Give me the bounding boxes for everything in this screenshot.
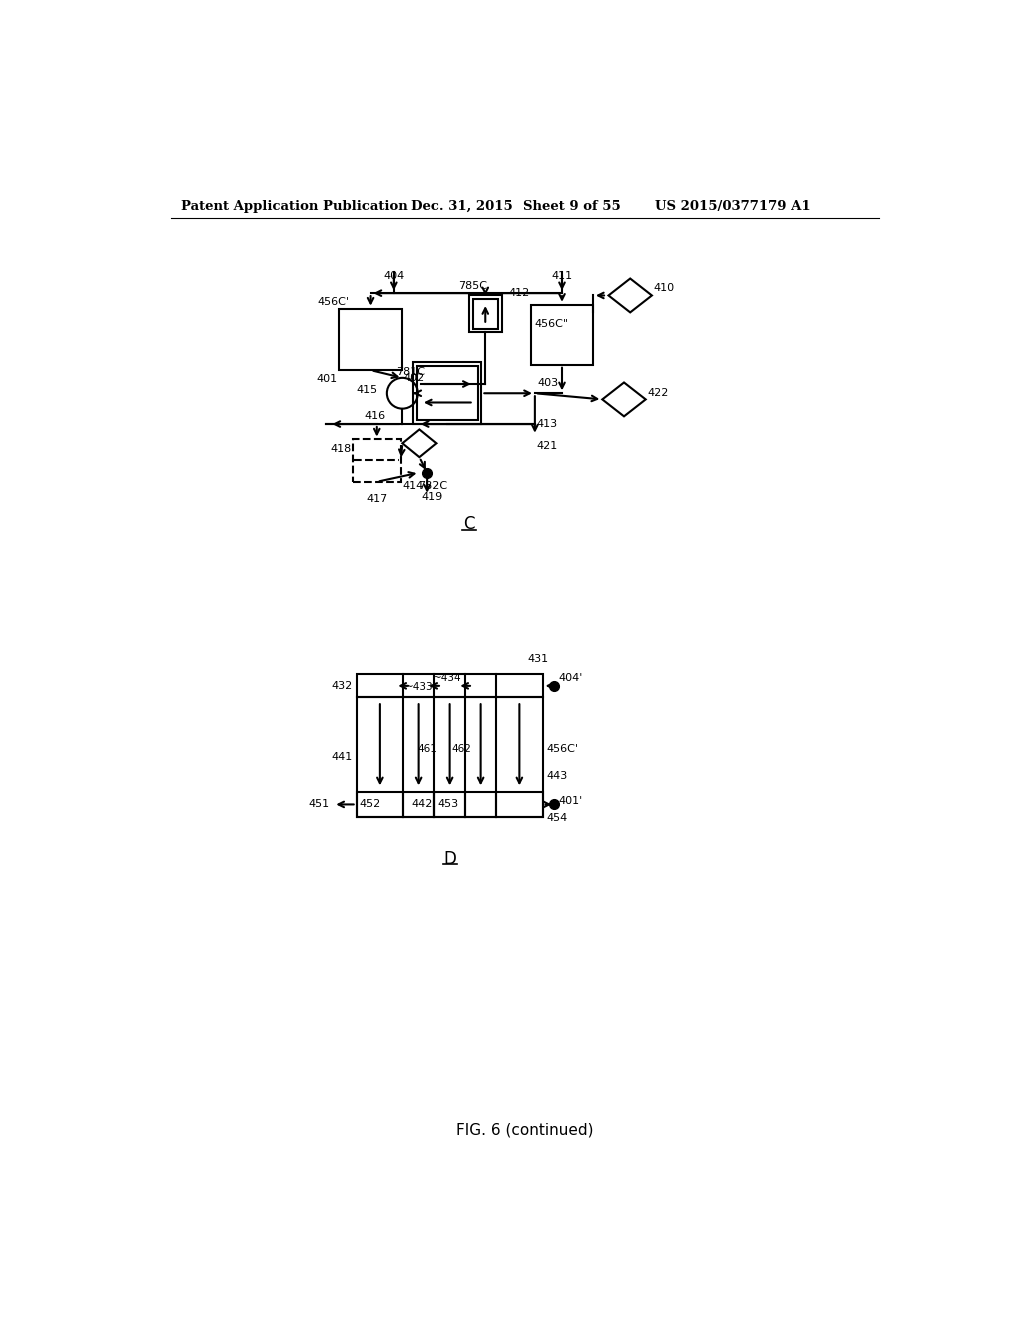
Text: 403: 403 (538, 379, 558, 388)
Bar (434, 792, 543, 817)
Text: 443: 443 (547, 771, 567, 781)
Text: ~434: ~434 (432, 673, 461, 684)
Text: 431: 431 (527, 653, 548, 664)
Text: 402: 402 (403, 372, 425, 383)
Text: 785C: 785C (458, 281, 487, 292)
Text: 404: 404 (383, 271, 404, 281)
Text: FIG. 6 (continued): FIG. 6 (continued) (456, 1122, 594, 1138)
Text: 417: 417 (367, 494, 387, 504)
Bar (356, 792, 434, 817)
Bar (417, 367, 477, 420)
Text: Dec. 31, 2015: Dec. 31, 2015 (411, 199, 513, 213)
Text: 782C: 782C (418, 482, 446, 491)
Text: 414: 414 (402, 482, 424, 491)
Bar (352, 440, 400, 482)
Text: 419: 419 (421, 492, 442, 502)
Bar (531, 305, 593, 364)
Text: 441: 441 (332, 751, 352, 762)
Text: 413: 413 (537, 418, 557, 429)
Text: 432: 432 (332, 681, 352, 690)
Text: C: C (463, 515, 475, 533)
Text: 401: 401 (316, 375, 337, 384)
Text: 442: 442 (412, 800, 432, 809)
Text: 404': 404' (558, 673, 583, 684)
Text: 410: 410 (653, 282, 675, 293)
Text: 456C': 456C' (317, 297, 349, 308)
Text: 454: 454 (547, 813, 567, 824)
Text: 461: 461 (417, 744, 437, 754)
Text: 401': 401' (558, 796, 583, 805)
Text: 462: 462 (452, 744, 471, 754)
Text: 421: 421 (537, 441, 558, 450)
Text: D: D (443, 850, 456, 869)
Text: 422: 422 (647, 388, 669, 399)
Text: 416: 416 (365, 412, 385, 421)
Bar (356, 675, 543, 697)
Bar (414, 363, 481, 424)
Text: Patent Application Publication: Patent Application Publication (180, 199, 408, 213)
Text: 456C': 456C' (547, 744, 579, 754)
Text: US 2015/0377179 A1: US 2015/0377179 A1 (655, 199, 811, 213)
Bar (473, 300, 498, 329)
Text: 451: 451 (308, 800, 330, 809)
Bar (339, 309, 402, 370)
Text: Sheet 9 of 55: Sheet 9 of 55 (523, 199, 621, 213)
Text: 452: 452 (359, 800, 380, 809)
Bar (469, 296, 502, 333)
Text: 456C": 456C" (535, 319, 568, 329)
Text: 415: 415 (356, 385, 378, 395)
Bar (356, 697, 543, 817)
Text: 412: 412 (508, 288, 529, 298)
Text: 453: 453 (437, 800, 459, 809)
Text: 781C: 781C (396, 367, 425, 378)
Text: ~433: ~433 (404, 682, 433, 693)
Text: 411: 411 (552, 271, 572, 281)
Text: 418: 418 (330, 444, 351, 454)
